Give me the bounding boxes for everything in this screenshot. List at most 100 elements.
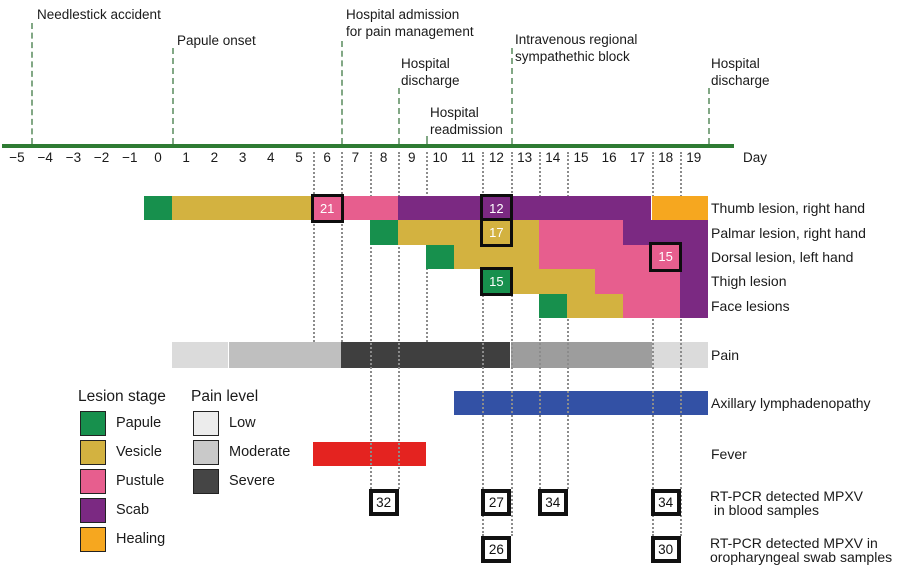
guide-line xyxy=(651,152,654,536)
lesion-stage-bar-segment xyxy=(623,293,680,318)
pcr-row-label: in blood samples xyxy=(710,502,819,518)
lesion-stage-bar-segment xyxy=(369,220,398,245)
pcr-row-label: RT-PCR detected MPXV xyxy=(710,488,864,504)
day-tick: 19 xyxy=(686,150,702,165)
day-tick: −2 xyxy=(93,150,110,165)
event-annotation: Papule onset xyxy=(177,33,256,48)
lesion-stage-bar-segment xyxy=(510,269,596,294)
lesion-stage-bar-segment xyxy=(623,220,708,245)
event-annotation: Hospital xyxy=(711,56,760,71)
event-annotation: Hospital admission xyxy=(346,7,460,22)
event-line xyxy=(397,88,400,144)
day-tick: 1 xyxy=(182,150,190,165)
day-tick: 2 xyxy=(210,150,219,165)
guide-line xyxy=(369,152,372,489)
pcr-value-box: 34 xyxy=(537,489,568,516)
row-label: Face lesions xyxy=(711,297,790,314)
lesion-stage-bar-segment xyxy=(538,220,624,245)
legend-item-label: Low xyxy=(229,415,256,431)
legend-item-label: Healing xyxy=(116,531,166,547)
event-annotation: discharge xyxy=(401,73,460,88)
pcr-row-label: RT-PCR detected MPXV in xyxy=(710,535,878,551)
pcr-value-box: 27 xyxy=(481,489,512,516)
lesion-stage-bar-segment xyxy=(595,269,680,294)
pcr-value-box: 32 xyxy=(368,489,399,516)
event-line xyxy=(707,88,710,144)
event-line xyxy=(425,136,428,144)
day-tick: 14 xyxy=(545,150,561,165)
legend-item-label: Vesicle xyxy=(116,444,162,460)
day-tick: 9 xyxy=(408,150,416,165)
lesion-stage-bar-segment xyxy=(454,244,539,270)
lesion-stage-bar-segment xyxy=(566,293,624,318)
event-line xyxy=(172,48,175,144)
row-label: Palmar lesion, right hand xyxy=(711,224,866,241)
legend-swatch xyxy=(80,527,106,552)
lesion-stage-bar-segment xyxy=(397,220,539,245)
legend-swatch xyxy=(80,498,106,523)
lesion-stage-bar-segment xyxy=(172,196,314,221)
day-tick: 11 xyxy=(461,150,476,165)
day-tick: −5 xyxy=(9,150,25,165)
event-annotation: sympathethic block xyxy=(515,49,630,64)
event-annotation: for pain management xyxy=(346,24,474,39)
guide-line xyxy=(313,152,316,342)
day-tick: 10 xyxy=(432,150,448,165)
guide-line xyxy=(341,152,344,342)
guide-line xyxy=(566,152,569,489)
row-label: Thumb lesion, right hand xyxy=(711,200,866,217)
event-annotation: Intravenous regional xyxy=(515,32,638,47)
day-tick: 0 xyxy=(154,150,162,165)
day-tick: −4 xyxy=(37,150,53,165)
lesion-stage-bar-segment xyxy=(679,244,708,270)
day-tick: 13 xyxy=(517,150,533,165)
day-tick: 16 xyxy=(601,150,617,165)
pain-bar-segment xyxy=(510,342,652,368)
event-annotation: discharge xyxy=(711,73,770,88)
pain-bar-segment xyxy=(228,342,342,368)
lesion-stage-bar-segment xyxy=(397,196,652,221)
day-tick: −1 xyxy=(122,150,138,165)
pcr-value-box: 30 xyxy=(650,536,681,563)
lesion-stage-bar-segment xyxy=(143,196,173,221)
legend-swatch xyxy=(193,440,219,465)
day-tick: 15 xyxy=(573,150,589,165)
lesion-value-box: 17 xyxy=(479,217,513,248)
pcr-row-label: oropharyngeal swab samples xyxy=(710,549,893,565)
lesion-value-box: 21 xyxy=(310,193,344,223)
legend-item-label: Pustule xyxy=(116,473,165,489)
row-label: Pain xyxy=(711,347,740,363)
day-tick: 7 xyxy=(351,150,360,165)
day-tick: −3 xyxy=(65,150,82,165)
row-label: Dorsal lesion, left hand xyxy=(711,249,854,265)
day-tick: 17 xyxy=(629,150,645,165)
lesion-value-box: 15 xyxy=(479,266,513,297)
fever-bar xyxy=(313,442,426,466)
guide-line xyxy=(482,152,485,536)
legend-title: Lesion stage xyxy=(78,388,166,405)
pcr-value-box: 34 xyxy=(650,489,681,516)
day-axis-line xyxy=(2,144,734,148)
pain-bar-segment xyxy=(172,342,229,368)
lesion-stage-bar-segment xyxy=(679,293,708,318)
lymphadenopathy-bar xyxy=(454,391,708,415)
lesion-stage-bar-segment xyxy=(679,269,708,294)
legend-item-label: Papule xyxy=(116,415,162,431)
day-tick: 8 xyxy=(379,150,388,165)
lesion-stage-bar-segment xyxy=(651,196,708,221)
legend-swatch xyxy=(80,411,106,436)
event-annotation: readmission xyxy=(430,122,503,137)
legend-item-label: Severe xyxy=(229,473,275,489)
lesion-stage-bar-segment xyxy=(538,293,567,318)
legend-title: Pain level xyxy=(191,388,259,405)
legend-swatch xyxy=(193,411,219,436)
event-line xyxy=(510,48,513,144)
guide-line xyxy=(538,152,541,489)
legend-swatch xyxy=(193,469,219,494)
day-tick: 5 xyxy=(295,150,303,165)
event-annotation: Hospital xyxy=(401,56,450,71)
legend-swatch xyxy=(80,440,106,465)
lesion-value-box: 15 xyxy=(649,242,683,272)
row-label: Axillary lymphadenopathy xyxy=(711,395,871,411)
